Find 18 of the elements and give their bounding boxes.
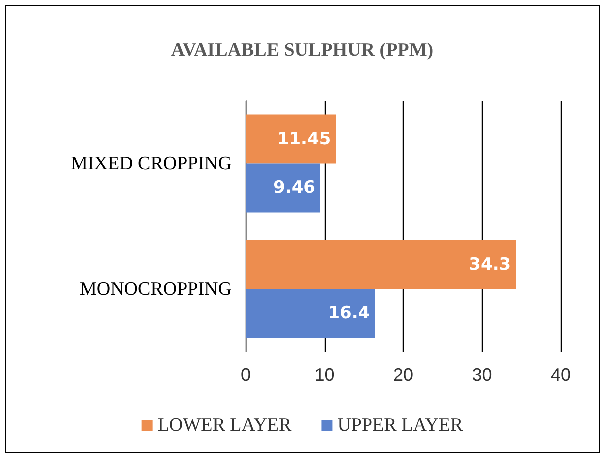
- data-label: 34.3: [469, 254, 512, 275]
- bar: [246, 289, 376, 338]
- chart-title: AVAILABLE SULPHUR (PPM): [171, 40, 434, 61]
- bar: [246, 164, 320, 213]
- data-label: 16.4: [328, 304, 370, 324]
- data-label: 11.45: [277, 129, 332, 150]
- y-tick-label: MIXED CROPPING: [71, 153, 232, 174]
- bar: [246, 114, 336, 164]
- data-label: 9.46: [274, 178, 316, 198]
- bar: [246, 240, 516, 290]
- x-tick-label: 10: [314, 365, 335, 385]
- y-tick-label: MONOCROPPING: [80, 278, 232, 300]
- x-tick-label: 0: [240, 365, 252, 385]
- x-tick-label: 30: [472, 365, 492, 385]
- x-tick-label: 20: [393, 365, 414, 385]
- x-tick-label: 40: [550, 365, 572, 385]
- legend-label: UPPER LAYER: [338, 415, 464, 436]
- legend-label: LOWER LAYER: [158, 415, 292, 436]
